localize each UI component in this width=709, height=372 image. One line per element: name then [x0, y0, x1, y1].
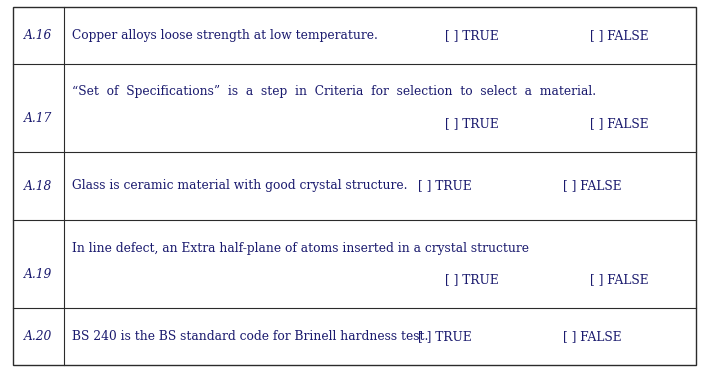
Text: [ ] FALSE: [ ] FALSE — [591, 29, 649, 42]
Text: [ ] FALSE: [ ] FALSE — [563, 330, 622, 343]
Text: A.20: A.20 — [24, 330, 52, 343]
Text: Glass is ceramic material with good crystal structure.: Glass is ceramic material with good crys… — [72, 180, 408, 192]
Text: BS 240 is the BS standard code for Brinell hardness test.: BS 240 is the BS standard code for Brine… — [72, 330, 429, 343]
Text: [ ] TRUE: [ ] TRUE — [445, 29, 499, 42]
Text: [ ] FALSE: [ ] FALSE — [563, 180, 622, 192]
Text: A.17: A.17 — [24, 112, 52, 125]
Text: A.16: A.16 — [24, 29, 52, 42]
Text: “Set  of  Specifications”  is  a  step  in  Criteria  for  selection  to  select: “Set of Specifications” is a step in Cri… — [72, 86, 596, 99]
Text: [ ] TRUE: [ ] TRUE — [445, 273, 499, 286]
Text: Copper alloys loose strength at low temperature.: Copper alloys loose strength at low temp… — [72, 29, 378, 42]
Text: [ ] FALSE: [ ] FALSE — [591, 117, 649, 130]
Text: [ ] TRUE: [ ] TRUE — [418, 330, 471, 343]
Text: [ ] FALSE: [ ] FALSE — [591, 273, 649, 286]
Text: [ ] TRUE: [ ] TRUE — [445, 117, 499, 130]
Text: A.18: A.18 — [24, 180, 52, 192]
Text: In line defect, an Extra half-plane of atoms inserted in a crystal structure: In line defect, an Extra half-plane of a… — [72, 242, 530, 255]
Text: [ ] TRUE: [ ] TRUE — [418, 180, 471, 192]
Text: A.19: A.19 — [24, 268, 52, 281]
